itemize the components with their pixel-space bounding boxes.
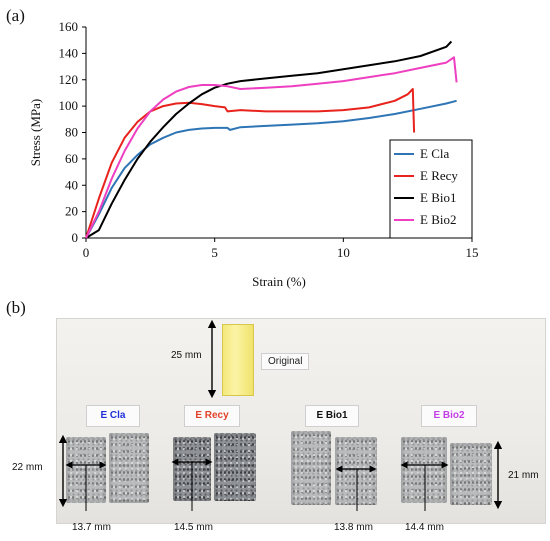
legend-entry: E Recy — [420, 168, 458, 183]
y-tick-label: 80 — [65, 125, 78, 140]
series-line-e-recy — [85, 88, 416, 239]
width-label-cla: 13.7 mm — [72, 522, 111, 533]
original-dim-label: 25 mm — [171, 350, 202, 361]
series-line-e-cla — [85, 99, 457, 239]
series-line-e-bio2 — [85, 56, 458, 239]
specimen-bio1-left — [291, 431, 331, 505]
legend-entry: E Bio1 — [420, 190, 456, 205]
width-label-bio1: 13.8 mm — [334, 522, 373, 533]
legend-box — [389, 139, 473, 239]
y-tick-label: 60 — [65, 151, 78, 166]
legend-entry: E Cla — [420, 146, 449, 161]
specimen-recy-right — [214, 433, 256, 501]
specimen-bio2-right — [450, 443, 492, 505]
height-label-left: 22 mm — [12, 462, 43, 473]
x-tick-label: 10 — [337, 245, 350, 260]
sample-tag-recy: E Recy — [184, 405, 240, 427]
y-tick-label: 40 — [65, 177, 78, 192]
chart-legend: E Cla E Recy E Bio1 E Bio2 — [389, 139, 473, 239]
original-specimen — [222, 324, 254, 396]
y-tick-label: 100 — [59, 98, 79, 113]
original-label: Original — [261, 353, 310, 370]
x-axis-label: Strain (%) — [252, 274, 306, 289]
y-tick-label: 0 — [72, 230, 79, 245]
panel-b-label: (b) — [6, 298, 26, 317]
y-tick-label: 120 — [59, 72, 79, 87]
specimen-photo: 25 mm Original E Cla E Recy E Bio1 E Bio… — [56, 318, 546, 524]
stress-strain-chart: 0 5 10 15 0 20 40 60 80 100 120 140 160 Strain (%) Str… — [28, 19, 479, 289]
chart-axes: 0 5 10 15 0 20 40 60 80 100 120 140 160 Strain (%) Str… — [28, 19, 479, 289]
sample-tag-bio1: E Bio1 — [305, 405, 359, 427]
height-label-right: 21 mm — [508, 470, 539, 481]
specimen-bio2-left — [401, 437, 447, 503]
y-tick-label: 160 — [59, 19, 79, 34]
y-tick-label: 140 — [59, 45, 79, 60]
specimen-cla-right — [109, 433, 149, 503]
width-label-recy: 14.5 mm — [174, 522, 213, 533]
width-label-bio2: 14.4 mm — [405, 522, 444, 533]
panel-a-label: (a) — [6, 6, 25, 25]
x-tick-label: 15 — [466, 245, 479, 260]
sample-tag-bio2: E Bio2 — [421, 405, 477, 427]
legend-entry: E Bio2 — [420, 212, 456, 227]
x-tick-label: 5 — [211, 245, 218, 260]
x-tick-label: 0 — [83, 245, 90, 260]
y-tick-label: 20 — [65, 204, 78, 219]
sample-tag-cla: E Cla — [86, 405, 140, 427]
y-axis-label: Stress (MPa) — [28, 99, 43, 167]
dimension-arrows — [58, 319, 503, 511]
chart-series-lines — [85, 40, 458, 239]
